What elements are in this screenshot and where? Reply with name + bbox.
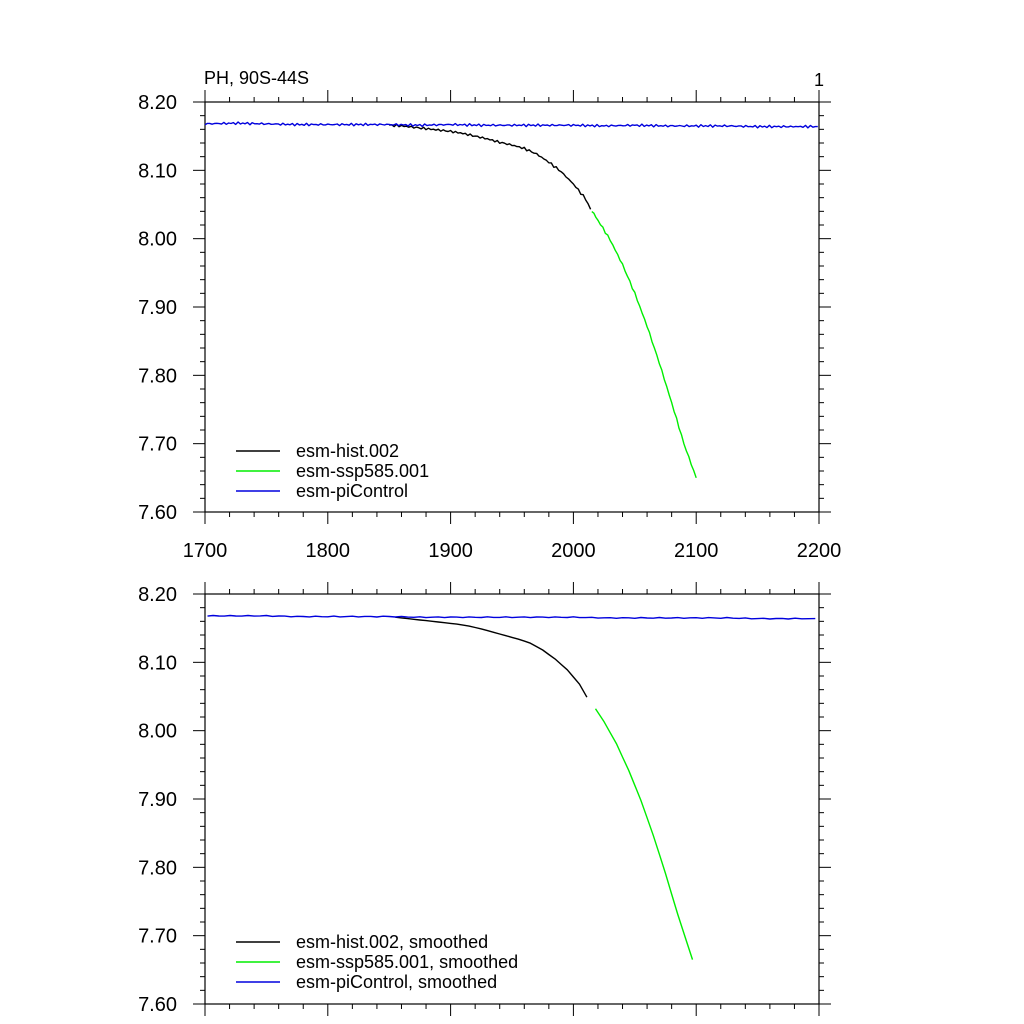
series-line-hist <box>389 123 592 210</box>
y-tick-label: 7.60 <box>138 994 177 1016</box>
legend-label-hist: esm-hist.002, smoothed <box>296 932 488 952</box>
y-tick-label: 8.20 <box>138 584 177 606</box>
top-panel-title: PH, 90S-44S <box>204 68 309 88</box>
series-line-piControl <box>204 121 818 129</box>
x-tick-label: 2100 <box>674 540 719 562</box>
y-tick-label: 7.60 <box>138 502 177 524</box>
legend-label-piControl: esm-piControl, smoothed <box>296 972 497 992</box>
bottom-panel: 7.60 7.70 7.80 7.90 8.00 8.10 8.20 esm-hist.00… <box>138 582 831 1016</box>
legend-label-piControl: esm-piControl <box>296 481 408 501</box>
y-tick-label: 8.20 <box>138 92 177 114</box>
x-tick-label: 1900 <box>428 540 473 562</box>
y-tick-label: 8.10 <box>138 160 177 182</box>
series-line-ssp585 <box>594 708 694 960</box>
y-tick-label: 7.70 <box>138 434 177 456</box>
top-y-tick-labels: 7.60 7.70 7.80 7.90 8.00 8.10 8.20 <box>138 92 177 524</box>
legend-label-ssp585: esm-ssp585.001 <box>296 461 429 481</box>
y-tick-label: 8.00 <box>138 721 177 743</box>
bottom-series-layer <box>207 614 816 960</box>
y-tick-label: 8.00 <box>138 229 177 251</box>
x-tick-label: 2000 <box>551 540 596 562</box>
x-tick-label: 1700 <box>183 540 228 562</box>
x-tick-label: 1800 <box>306 540 351 562</box>
legend-label-ssp585: esm-ssp585.001, smoothed <box>296 952 518 972</box>
series-line-hist <box>395 616 588 698</box>
y-tick-label: 8.10 <box>138 652 177 674</box>
bottom-ticks <box>193 582 831 1016</box>
y-tick-label: 7.70 <box>138 926 177 948</box>
top-panel: PH, 90S-44S 1 7.60 7.70 7.80 7.90 8.00 8.10 8.… <box>138 68 841 562</box>
series-line-piControl <box>207 614 816 620</box>
top-series-layer <box>204 121 818 479</box>
legend-label-hist: esm-hist.002 <box>296 441 399 461</box>
top-ticks <box>193 90 831 524</box>
y-tick-label: 7.90 <box>138 297 177 319</box>
series-line-ssp585 <box>591 211 697 479</box>
y-tick-label: 7.80 <box>138 365 177 387</box>
top-panel-corner-label: 1 <box>814 70 824 90</box>
y-tick-label: 7.90 <box>138 789 177 811</box>
top-x-tick-labels: 1700 1800 1900 2000 2100 2200 <box>183 540 842 562</box>
y-tick-label: 7.80 <box>138 857 177 879</box>
bottom-y-tick-labels: 7.60 7.70 7.80 7.90 8.00 8.10 8.20 <box>138 584 177 1016</box>
x-tick-label: 2200 <box>797 540 842 562</box>
